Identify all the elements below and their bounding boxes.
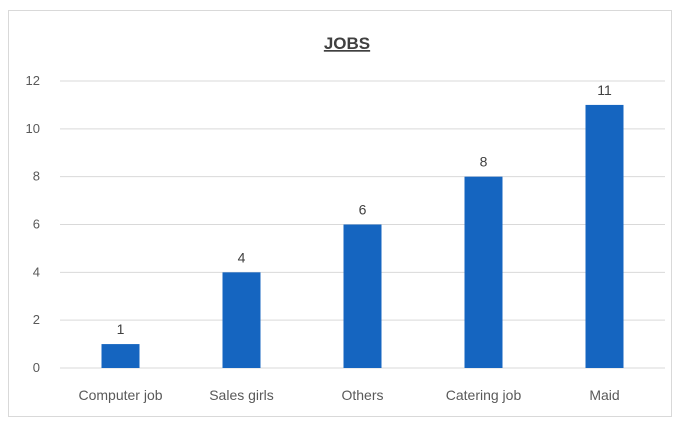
x-axis-categories: Computer job Sales girls Others Catering jo… xyxy=(78,387,619,403)
chart-title: JOBS xyxy=(324,34,370,53)
data-label-3: 8 xyxy=(480,154,488,170)
data-label-4: 11 xyxy=(597,82,612,98)
y-tick-label: 2 xyxy=(33,312,40,327)
bar-2 xyxy=(344,225,382,369)
x-category-label-4: Maid xyxy=(589,387,619,403)
x-category-label-0: Computer job xyxy=(78,387,162,403)
bar-4 xyxy=(586,105,624,368)
y-tick-label: 4 xyxy=(33,264,40,279)
bar-3 xyxy=(465,177,503,368)
x-category-label-3: Catering job xyxy=(446,387,522,403)
bars xyxy=(102,105,624,368)
x-category-label-1: Sales girls xyxy=(209,387,274,403)
y-tick-label: 0 xyxy=(33,360,40,375)
data-label-1: 4 xyxy=(238,249,246,265)
y-tick-label: 12 xyxy=(26,73,40,88)
data-label-0: 1 xyxy=(117,321,125,337)
x-category-label-2: Others xyxy=(341,387,383,403)
bar-0 xyxy=(102,344,140,368)
y-tick-label: 10 xyxy=(26,121,40,136)
y-tick-label: 6 xyxy=(33,217,40,232)
y-axis-ticks: 0 2 4 6 8 10 12 xyxy=(26,73,40,375)
y-tick-label: 8 xyxy=(33,169,40,184)
bar-1 xyxy=(223,272,261,368)
data-label-2: 6 xyxy=(359,202,367,218)
